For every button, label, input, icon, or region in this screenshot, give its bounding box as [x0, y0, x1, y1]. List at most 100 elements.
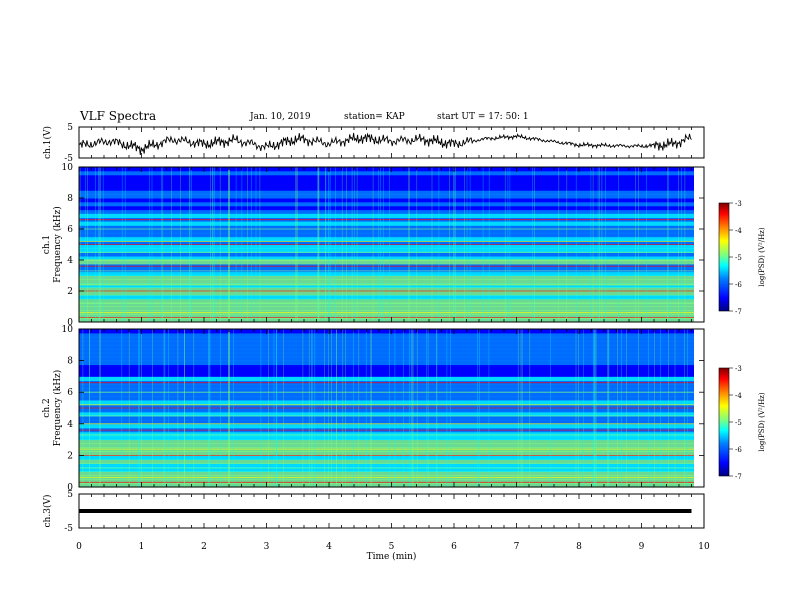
freq-band [79, 372, 694, 377]
freq-band [79, 411, 694, 417]
y-tick-label: 2 [67, 287, 73, 297]
y-tick-label: -5 [64, 154, 73, 164]
freq-band [79, 306, 694, 311]
freq-band [79, 252, 694, 257]
freq-band [79, 376, 694, 381]
freq-band [79, 419, 694, 425]
freq-band [79, 483, 694, 488]
freq-band [79, 435, 694, 441]
freq-band [79, 400, 694, 405]
freq-band [79, 348, 694, 354]
freq-band [79, 392, 694, 397]
freq-band [79, 182, 694, 187]
x-tick-label: 7 [514, 542, 520, 552]
colorbar-tick-label: -6 [735, 281, 742, 289]
freq-band [79, 336, 694, 342]
y-tick-label: 4 [67, 420, 73, 430]
freq-band [79, 186, 694, 191]
freq-band [79, 302, 694, 307]
freq-band [79, 178, 694, 183]
colorbar-label: log(PSD) (V²/Hz) [758, 227, 766, 286]
x-tick-label: 0 [76, 542, 82, 552]
freq-band [79, 256, 694, 261]
freq-band [79, 198, 694, 203]
x-tick-label: 3 [264, 542, 270, 552]
freq-band [79, 232, 694, 238]
ch1-trace [78, 132, 692, 155]
freq-band [79, 201, 694, 207]
freq-band [79, 384, 694, 389]
y-tick-label: 4 [67, 256, 73, 266]
colorbar-tick-label: -6 [735, 446, 742, 454]
y-tick-label: 5 [67, 490, 73, 500]
colorbar-tick-label: -5 [735, 254, 742, 262]
freq-band [79, 205, 694, 211]
freq-band [79, 294, 694, 300]
ch1-ylabel: ch.1(V) [42, 126, 53, 159]
freq-band [79, 298, 694, 304]
x-tick-label: 1 [139, 542, 145, 552]
colorbar-tick-label: -4 [735, 227, 742, 235]
frequency-ylabel: Frequency (kHz) [52, 370, 63, 447]
freq-band [79, 431, 694, 437]
x-tick-label: 2 [201, 542, 207, 552]
x-tick-label: 5 [389, 542, 395, 552]
freq-band [79, 356, 694, 362]
channel-label: ch.2 [42, 398, 52, 417]
colorbar-tick-label: -5 [735, 419, 742, 427]
freq-band [79, 167, 694, 172]
x-tick-label: 8 [576, 542, 582, 552]
x-tick-label: 10 [698, 542, 710, 552]
frequency-ylabel: Frequency (kHz) [52, 206, 63, 283]
spectrogram-ch2 [79, 329, 694, 488]
ch3-ylabel: ch.3(V) [42, 495, 53, 528]
colorbar-label: log(PSD) (V²/Hz) [758, 392, 766, 451]
freq-band [79, 463, 694, 468]
y-tick-label: 8 [67, 194, 73, 204]
freq-band [79, 471, 694, 476]
freq-band [79, 194, 694, 199]
colorbar [718, 202, 730, 312]
freq-band [79, 344, 694, 350]
freq-band [79, 459, 694, 464]
freq-band [79, 408, 694, 413]
x-tick-label: 9 [639, 542, 645, 552]
freq-band [79, 333, 694, 338]
freq-band [79, 329, 694, 334]
freq-band [79, 225, 694, 230]
freq-band [79, 240, 694, 245]
freq-band [79, 439, 694, 445]
start-time-label: start UT = 17: 50: 1 [437, 112, 529, 122]
freq-band [79, 415, 694, 421]
date-label: Jan. 10, 2019 [250, 112, 311, 122]
y-tick-label: 2 [67, 451, 73, 461]
freq-band [79, 275, 694, 280]
freq-band [79, 248, 694, 253]
freq-band [79, 318, 694, 323]
y-tick-label: 10 [62, 163, 74, 173]
y-tick-label: 8 [67, 357, 73, 367]
spectrogram-ch1 [79, 167, 694, 323]
freq-band [79, 360, 694, 366]
freq-band [79, 260, 694, 265]
x-tick-label: 6 [451, 542, 457, 552]
freq-band [79, 267, 694, 273]
freq-band [79, 404, 694, 409]
freq-band [79, 190, 694, 195]
freq-band [79, 423, 694, 429]
freq-band [79, 451, 694, 456]
y-tick-label: 0 [67, 318, 73, 328]
y-tick-label: 6 [67, 225, 73, 235]
colorbar-tick-label: -7 [735, 473, 742, 481]
freq-band [79, 447, 694, 452]
freq-band [79, 364, 694, 370]
station-label: station= KAP [344, 112, 405, 122]
freq-band [79, 283, 694, 288]
freq-band [79, 368, 694, 373]
colorbar-tick-label: -3 [735, 200, 742, 208]
freq-band [79, 244, 694, 249]
channel-label: ch.1 [42, 235, 52, 254]
y-tick-label: -5 [64, 524, 73, 534]
colorbar-tick-label: -3 [735, 365, 742, 373]
chart-title: VLF Spectra [80, 109, 157, 123]
